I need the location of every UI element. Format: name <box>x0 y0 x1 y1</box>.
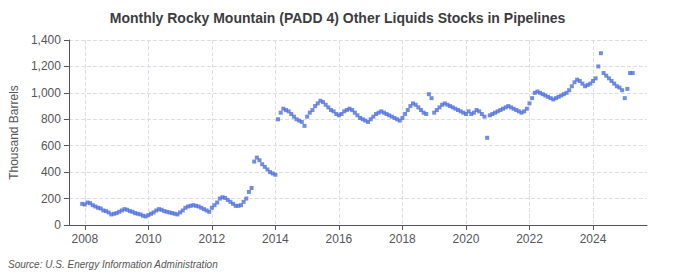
svg-text:2022: 2022 <box>516 232 543 246</box>
svg-text:Monthly Rocky Mountain (PADD 4: Monthly Rocky Mountain (PADD 4) Other Li… <box>110 10 566 26</box>
svg-text:2012: 2012 <box>199 232 226 246</box>
svg-text:200: 200 <box>41 192 61 206</box>
svg-text:2024: 2024 <box>580 232 607 246</box>
svg-text:2010: 2010 <box>135 232 162 246</box>
svg-text:800: 800 <box>41 112 61 126</box>
svg-text:1,400: 1,400 <box>31 33 61 47</box>
svg-text:Thousand Barrels: Thousand Barrels <box>7 85 21 180</box>
svg-text:2008: 2008 <box>71 232 98 246</box>
svg-text:400: 400 <box>41 165 61 179</box>
svg-text:2020: 2020 <box>453 232 480 246</box>
svg-text:600: 600 <box>41 139 61 153</box>
svg-text:1,200: 1,200 <box>31 59 61 73</box>
svg-text:1,000: 1,000 <box>31 86 61 100</box>
svg-text:2014: 2014 <box>262 232 289 246</box>
svg-text:Source: U.S. Energy Informatio: Source: U.S. Energy Information Administ… <box>8 259 218 270</box>
svg-text:0: 0 <box>54 218 61 232</box>
svg-text:2018: 2018 <box>389 232 416 246</box>
svg-text:2016: 2016 <box>326 232 353 246</box>
